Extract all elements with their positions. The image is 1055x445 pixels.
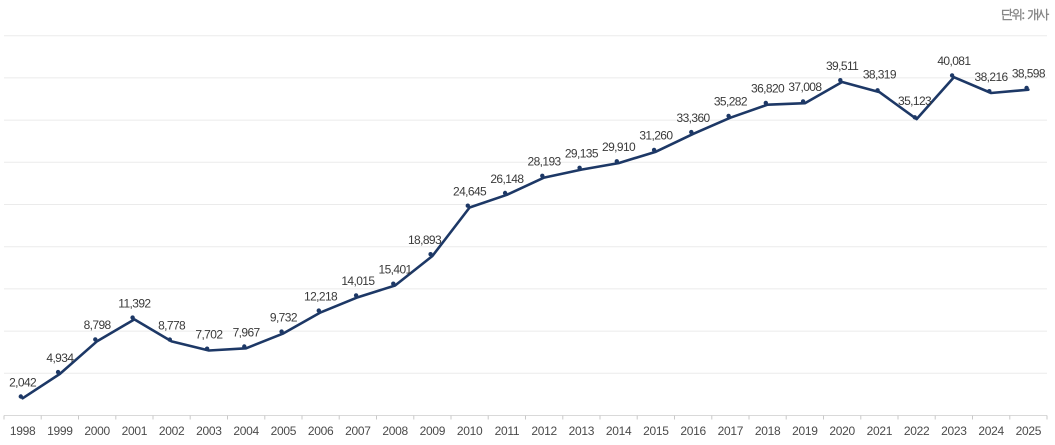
svg-text:29,135: 29,135 — [565, 147, 599, 161]
svg-text:2008: 2008 — [382, 424, 408, 438]
svg-text:40,081: 40,081 — [937, 54, 971, 68]
svg-text:2005: 2005 — [271, 424, 297, 438]
svg-text:2009: 2009 — [420, 424, 446, 438]
svg-text:28,193: 28,193 — [528, 155, 562, 169]
svg-text:2024: 2024 — [978, 424, 1004, 438]
svg-text:2018: 2018 — [755, 424, 781, 438]
svg-text:26,148: 26,148 — [490, 172, 524, 186]
svg-text:15,401: 15,401 — [379, 263, 413, 277]
svg-text:38,598: 38,598 — [1012, 67, 1046, 81]
svg-text:8,778: 8,778 — [158, 318, 186, 332]
svg-text:2004: 2004 — [233, 424, 259, 438]
svg-text:36,820: 36,820 — [751, 82, 785, 96]
svg-text:1999: 1999 — [47, 424, 73, 438]
svg-text:29,910: 29,910 — [602, 140, 636, 154]
svg-text:2017: 2017 — [718, 424, 744, 438]
svg-text:2011: 2011 — [495, 424, 520, 438]
svg-text:38,319: 38,319 — [863, 68, 897, 82]
svg-text:14,015: 14,015 — [341, 274, 375, 288]
svg-text:2016: 2016 — [680, 424, 706, 438]
svg-text:7,702: 7,702 — [195, 328, 223, 342]
svg-text:2000: 2000 — [84, 424, 110, 438]
svg-text:1998: 1998 — [10, 424, 36, 438]
svg-text:2001: 2001 — [122, 424, 148, 438]
svg-text:35,282: 35,282 — [714, 95, 748, 109]
svg-text:2010: 2010 — [457, 424, 483, 438]
svg-text:7,967: 7,967 — [233, 325, 261, 339]
svg-text:37,008: 37,008 — [788, 80, 822, 94]
svg-text:35,123: 35,123 — [898, 94, 932, 108]
svg-text:2013: 2013 — [569, 424, 595, 438]
svg-text:2025: 2025 — [1016, 424, 1042, 438]
svg-text:2003: 2003 — [196, 424, 222, 438]
svg-text:18,893: 18,893 — [408, 233, 442, 247]
svg-text:2019: 2019 — [792, 424, 818, 438]
svg-text:2,042: 2,042 — [9, 375, 37, 389]
svg-text:8,798: 8,798 — [84, 318, 112, 332]
svg-text:2022: 2022 — [904, 424, 930, 438]
svg-text:12,218: 12,218 — [304, 289, 338, 303]
svg-text:39,511: 39,511 — [826, 59, 859, 73]
svg-text:2023: 2023 — [941, 424, 967, 438]
svg-text:2021: 2021 — [867, 424, 893, 438]
svg-text:2020: 2020 — [829, 424, 855, 438]
svg-text:2007: 2007 — [345, 424, 371, 438]
svg-text:24,645: 24,645 — [453, 185, 487, 199]
svg-text:2006: 2006 — [308, 424, 334, 438]
svg-text:4,934: 4,934 — [46, 351, 74, 365]
svg-text:2012: 2012 — [531, 424, 557, 438]
svg-text:11,392: 11,392 — [118, 296, 151, 310]
svg-text:2015: 2015 — [643, 424, 669, 438]
svg-text:33,360: 33,360 — [677, 111, 711, 125]
svg-text:2014: 2014 — [606, 424, 632, 438]
svg-text:38,216: 38,216 — [975, 70, 1009, 84]
svg-text:2002: 2002 — [159, 424, 185, 438]
svg-text:31,260: 31,260 — [639, 129, 673, 143]
svg-text:9,732: 9,732 — [270, 310, 298, 324]
